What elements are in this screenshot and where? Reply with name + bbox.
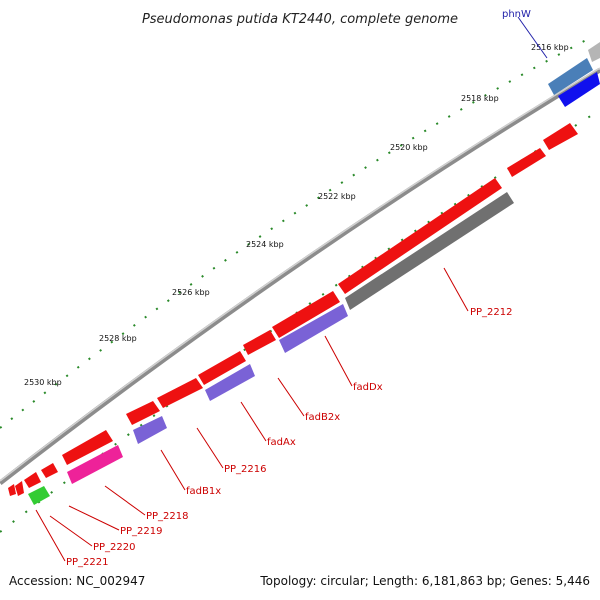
tick-label: 2530 kbp (24, 378, 62, 387)
gene-label-pp2221: PP_2221 (66, 557, 109, 568)
genome-backbone (0, 67, 600, 485)
reverse-strand-genes (28, 42, 600, 505)
gene-arrow (8, 484, 16, 496)
gene-arrow (543, 123, 578, 150)
gene-labels: phnW PP_2212 fadDx fadB2x fadAx PP_2216 … (66, 9, 531, 568)
gene-label-pp2218: PP_2218 (146, 511, 189, 522)
gene-arrow-purple (205, 364, 255, 401)
genome-backbone-highlight (0, 67, 600, 482)
gene-label-phnw: phnW (502, 9, 531, 20)
gene-arrow-magenta (67, 445, 123, 484)
gene-arrow-steelblue (548, 58, 593, 95)
gene-label-pp2212: PP_2212 (470, 307, 513, 318)
gene-arrow-blue (558, 72, 600, 107)
gene-arrow (338, 178, 502, 294)
gene-label-fadb2x: fadB2x (305, 412, 340, 423)
tick-label: 2528 kbp (99, 334, 137, 343)
tick-label: 2526 kbp (172, 288, 210, 297)
gene-label-fadb1x: fadB1x (186, 486, 221, 497)
gene-arrow (272, 291, 340, 338)
tick-label: 2518 kbp (461, 94, 499, 103)
gene-label-pp2220: PP_2220 (93, 542, 136, 553)
tick-label: 2516 kbp (531, 43, 569, 52)
map-title: Pseudomonas putida KT2440, complete geno… (142, 12, 458, 27)
genome-summary-text: Topology: circular; Length: 6,181,863 bp… (260, 574, 590, 588)
gene-arrow (62, 430, 113, 465)
gene-arrow-purple (279, 304, 348, 353)
gene-arrow (507, 148, 546, 177)
gene-arrow (198, 351, 246, 385)
tick-label: 2520 kbp (390, 143, 428, 152)
tick-labels: 2516 kbp 2518 kbp 2520 kbp 2522 kbp 2524… (24, 43, 569, 387)
tick-label: 2522 kbp (318, 192, 356, 201)
gene-label-fadax: fadAx (267, 437, 296, 448)
gene-arrow (126, 401, 160, 425)
accession-text: Accession: NC_002947 (9, 574, 146, 588)
gene-arrow (15, 481, 24, 496)
gene-arrow-lightgray (588, 42, 600, 62)
gene-arrow-gray (345, 192, 514, 310)
gene-arrow (24, 472, 41, 488)
gene-label-pp2219: PP_2219 (120, 526, 163, 537)
outer-dotted-track (0, 37, 591, 429)
forward-strand-genes (8, 123, 578, 496)
gene-arrow (243, 330, 276, 355)
gene-arrow (157, 378, 203, 408)
leader-lines (35, 16, 548, 562)
gene-label-pp2216: PP_2216 (224, 464, 267, 475)
gene-arrow-green (28, 486, 50, 505)
gene-arrow (41, 463, 58, 478)
gene-arrow-purple (133, 416, 167, 444)
tick-label: 2524 kbp (246, 240, 284, 249)
gene-label-faddx: fadDx (353, 382, 383, 393)
